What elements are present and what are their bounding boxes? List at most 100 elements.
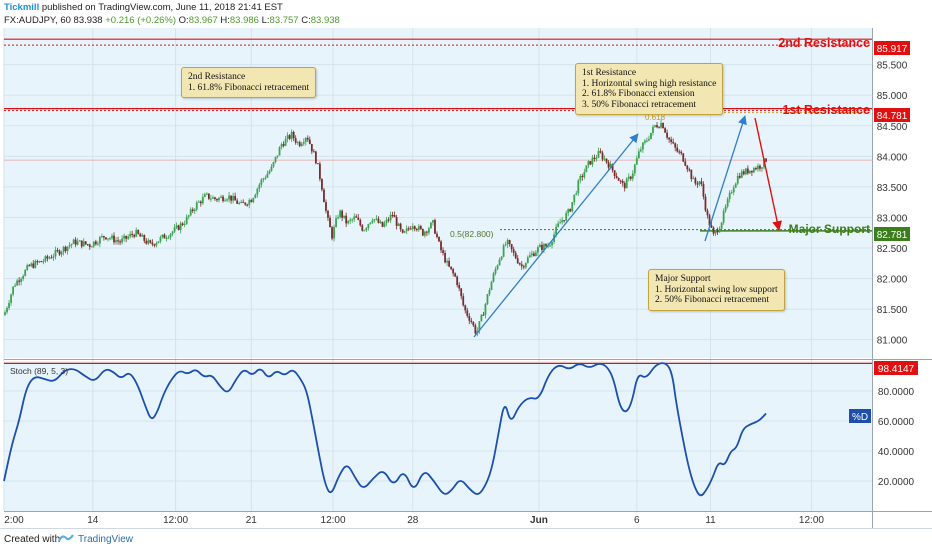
second-resistance-label: 2nd Resistance	[778, 36, 870, 50]
candle-body	[682, 153, 685, 162]
major-support-price: 82.781	[877, 230, 908, 241]
stoch-title[interactable]: Stoch (89, 5, 3)	[10, 366, 68, 376]
candle-body	[405, 228, 408, 232]
stoch-axis[interactable]: 20.0000 40.0000 60.0000 80.0000	[878, 387, 915, 488]
candle-body	[613, 170, 616, 177]
candle-body	[319, 163, 321, 180]
candle-body	[674, 143, 677, 148]
candle-body	[646, 140, 648, 142]
candle-body	[345, 215, 348, 224]
second-resistance-price-tag[interactable]: 85.917	[874, 41, 910, 55]
time-axis[interactable]: 2:00 14 12:00 21 12:00 28 Jun 6 11 12:00	[4, 515, 824, 526]
candle-body	[668, 137, 671, 140]
candle-body	[137, 229, 140, 234]
candle-body	[644, 140, 646, 143]
candle-body	[514, 252, 517, 259]
candle-body	[44, 256, 47, 262]
candle-body	[696, 183, 699, 185]
candle-body	[611, 164, 614, 171]
candle-body	[720, 222, 723, 229]
candle-body	[88, 244, 91, 247]
candle-body	[492, 273, 495, 282]
candle-body	[583, 172, 586, 178]
ohlc-line: FX:AUDJPY, 60 83.938 +0.216 (+0.26%) O:8…	[4, 15, 340, 27]
uptrend-arrow-1	[473, 133, 639, 338]
candle-body	[702, 183, 705, 197]
fib-618-label: 0.618	[645, 113, 666, 122]
candle-body	[10, 294, 12, 304]
candle-body	[488, 290, 491, 295]
stoch-tick-label: 40.0000	[878, 447, 915, 458]
candle-body	[607, 162, 610, 168]
candle-body	[187, 215, 190, 217]
candle-body	[577, 180, 580, 194]
candle-body	[321, 179, 323, 190]
candle-body	[539, 244, 541, 248]
candle-body	[450, 266, 453, 270]
candle-body	[4, 312, 6, 316]
candle-body	[678, 151, 681, 153]
candle-body	[42, 261, 45, 263]
candle-body	[109, 238, 111, 240]
candle-body	[573, 194, 576, 203]
candle-body	[452, 269, 455, 274]
candle-body	[557, 223, 560, 227]
candle-body	[371, 220, 374, 223]
candle-body	[694, 178, 697, 184]
candle-body	[135, 229, 138, 237]
candle-body	[107, 238, 109, 240]
candle-body	[260, 179, 263, 185]
candle-body	[62, 246, 65, 252]
chart-canvas[interactable]: 81.000 81.500 82.000 82.500 83.000 83.500 84.0…	[0, 0, 932, 528]
candle-body	[639, 149, 642, 152]
candle-body	[121, 238, 123, 243]
stoch-d-line[interactable]	[3, 362, 767, 497]
candle-body	[101, 236, 103, 238]
candle-body	[230, 195, 232, 201]
candle-body	[20, 278, 23, 282]
candle-body	[755, 168, 757, 170]
first-resistance-price-tag[interactable]: 84.781	[874, 108, 910, 122]
candle-body	[761, 167, 763, 169]
candle-body	[201, 196, 204, 204]
candle-body	[161, 234, 164, 238]
stoch-overbought-tag[interactable]: 98.4147	[874, 361, 918, 375]
candle-body	[569, 209, 572, 212]
first-resistance-note[interactable]: 1st Resistance 1. Horizontal swing high …	[575, 63, 724, 115]
candle-body	[339, 210, 341, 218]
major-support-note[interactable]: Major Support 1. Horizontal swing low su…	[648, 269, 785, 311]
candle-body	[286, 135, 289, 139]
price-axis[interactable]: 81.000 81.500 82.000 82.500 83.000 83.500 84.0…	[877, 61, 908, 347]
symbol-label[interactable]: FX:AUDJPY, 60	[4, 15, 71, 26]
candle-body	[581, 175, 584, 178]
brand-name[interactable]: Tickmill	[4, 2, 40, 13]
candle-body	[593, 157, 596, 159]
candle-body	[417, 226, 420, 231]
candle-body	[391, 214, 394, 216]
candle-body	[359, 219, 362, 226]
candle-body	[704, 196, 707, 211]
candle-body	[746, 168, 749, 174]
candle-body	[428, 228, 430, 233]
candle-body	[302, 142, 305, 144]
candle-body	[294, 138, 297, 143]
second-resistance-note[interactable]: 2nd Resistance 1. 61.8% Fibonacci retrac…	[181, 67, 317, 98]
candle-body	[306, 137, 309, 140]
candle-body	[125, 235, 128, 239]
candle-body	[64, 246, 67, 252]
candle-body	[631, 173, 634, 179]
candle-body	[236, 200, 239, 204]
low-label: L:	[261, 15, 270, 26]
candle-body	[494, 269, 497, 274]
downtrend-arrow	[754, 117, 782, 231]
candle-body	[714, 230, 717, 234]
candle-body	[381, 221, 384, 227]
candle-body	[316, 163, 319, 165]
candle-body	[619, 180, 622, 182]
stoch-d-tag[interactable]: %D	[849, 409, 871, 423]
candle-body	[496, 265, 499, 270]
candle-body	[28, 265, 31, 267]
candle-body	[203, 194, 206, 197]
major-support-price-tag[interactable]: 82.781	[874, 227, 910, 241]
tradingview-link[interactable]: TradingView	[78, 534, 134, 545]
